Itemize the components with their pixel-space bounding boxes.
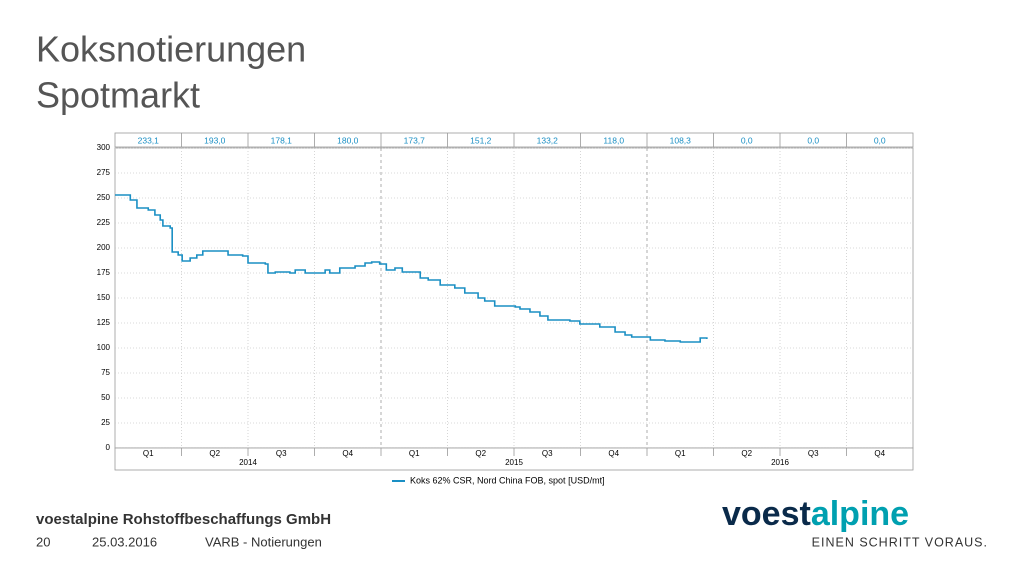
quarter-average: 118,0	[603, 135, 624, 145]
title-line: Spotmarkt	[36, 75, 200, 116]
y-tick-label: 0	[106, 443, 111, 452]
year-label: 2016	[771, 458, 789, 467]
quarter-average: 0,0	[807, 135, 819, 145]
quarter-average: 133,2	[537, 135, 559, 145]
logo-part: voest	[722, 495, 811, 533]
y-tick-label: 200	[97, 243, 111, 252]
legend-label: Koks 62% CSR, Nord China FOB, spot [USD/…	[410, 475, 605, 485]
quarter-average: 178,1	[271, 135, 293, 145]
line-series	[115, 194, 708, 343]
y-tick-label: 225	[97, 218, 111, 227]
tagline: EINEN SCHRITT VORAUS.	[812, 535, 988, 549]
logo: voestalpine	[722, 495, 909, 533]
chart: 233,1 193,0 178,1 180,0 173,7 151,2 133,2 118,0…	[97, 132, 914, 485]
year-label: 2014	[239, 458, 257, 467]
y-tick-label: 300	[97, 143, 111, 152]
y-tick-label: 50	[101, 393, 110, 402]
x-tick-label: Q4	[342, 449, 353, 458]
x-tick-label: Q1	[675, 449, 686, 458]
x-tick-label: Q3	[808, 449, 819, 458]
date: 25.03.2016	[92, 534, 157, 549]
y-tick-label: 175	[97, 268, 111, 277]
title-line: Koksnotierungen	[36, 29, 306, 70]
x-tick-label: Q1	[143, 449, 154, 458]
y-tick-label: 125	[97, 318, 111, 327]
x-tick-label: Q2	[741, 449, 752, 458]
page-number: 20	[36, 534, 50, 549]
company: voestalpine Rohstoffbeschaffungs GmbH	[36, 511, 331, 528]
y-tick-label: 250	[97, 193, 111, 202]
x-tick-label: Q3	[276, 449, 287, 458]
year-label: 2015	[505, 458, 523, 467]
logo-part: alpine	[811, 495, 909, 533]
y-tick-label: 150	[97, 293, 111, 302]
quarter-average: 173,7	[404, 135, 426, 145]
quarter-average: 233,1	[138, 135, 160, 145]
x-tick-label: Q2	[475, 449, 486, 458]
x-tick-label: Q4	[608, 449, 619, 458]
quarter-average: 108,3	[670, 135, 692, 145]
x-tick-label: Q1	[409, 449, 420, 458]
quarter-average: 180,0	[337, 135, 359, 145]
x-tick-label: Q3	[542, 449, 553, 458]
y-tick-label: 75	[101, 368, 110, 377]
quarter-average: 151,2	[470, 135, 492, 145]
x-tick-label: Q2	[209, 449, 220, 458]
y-tick-label: 25	[101, 418, 110, 427]
quarter-average: 193,0	[204, 135, 226, 145]
quarter-average: 0,0	[741, 135, 753, 145]
section: VARB - Notierungen	[205, 534, 322, 549]
x-tick-label: Q4	[874, 449, 885, 458]
y-tick-label: 100	[97, 343, 111, 352]
y-tick-label: 275	[97, 168, 111, 177]
quarter-average: 0,0	[874, 135, 886, 145]
